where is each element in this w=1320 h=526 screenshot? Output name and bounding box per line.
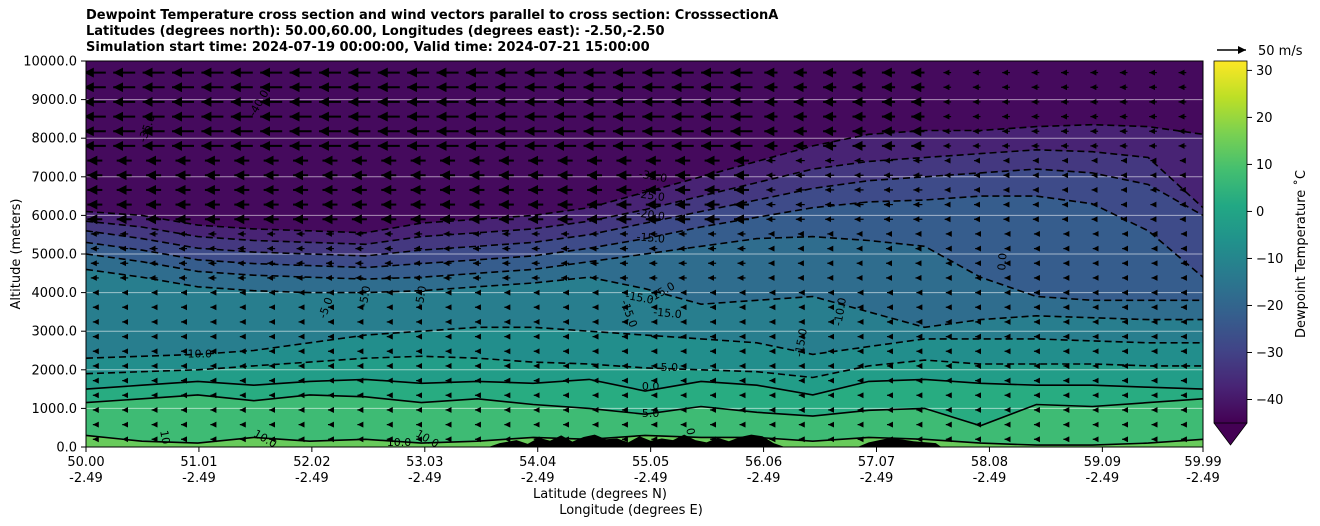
y-tick-label: 10000.0: [23, 55, 77, 70]
contour-label: 0.0: [642, 380, 660, 393]
contour-label: -35.0: [638, 167, 668, 185]
contour-label: 0: [683, 427, 697, 436]
colorbar-extend-frame: [1213, 422, 1248, 446]
y-axis: 0.0 1000.0 2000.0 3000.0 4000.0 5000.0 6000.0 7…: [23, 55, 86, 456]
colorbar-frame: [1213, 60, 1248, 424]
x-axis-label-secondary: Longitude (degrees E): [559, 503, 703, 518]
x-tick-label-lon: -2.49: [408, 471, 442, 486]
colorbar-tick-label: 30: [1256, 64, 1273, 79]
colorbar-tick-label: −40: [1256, 393, 1283, 408]
y-tick-label: 3000.0: [32, 325, 78, 340]
colorbar-ticks: 30 20 10 0 −10 −20 −30 −40: [1247, 64, 1283, 408]
colorbar-tick-label: 0: [1256, 205, 1264, 220]
x-tick-label-lat: 52.02: [293, 455, 330, 470]
contour-label: -10.0: [831, 297, 849, 327]
x-tick-label-lon: -2.49: [182, 471, 216, 486]
x-tick-label-lon: -2.49: [973, 471, 1007, 486]
contour-label: -15.0: [792, 328, 810, 358]
contour-label: -5.0: [357, 285, 374, 308]
y-tick-label: 1000.0: [32, 402, 78, 417]
contour-label: -10.0: [184, 347, 212, 360]
x-tick-label-lat: 59.09: [1084, 455, 1121, 470]
y-tick-label: 8000.0: [32, 132, 78, 147]
x-tick-label-lat: 56.06: [745, 455, 782, 470]
x-tick-label-lon: -2.49: [747, 471, 781, 486]
x-tick-label-lat: 51.01: [180, 455, 217, 470]
y-tick-label: 2000.0: [32, 363, 78, 378]
colorbar-tick-label: −30: [1256, 346, 1283, 361]
y-tick-label: 9000.0: [32, 93, 78, 108]
colorbar-label: Dewpoint Temperature ˚C: [1293, 170, 1309, 338]
y-tick-label: 6000.0: [32, 209, 78, 224]
contour-line-5: [86, 394, 1203, 427]
x-tick-label-lon: -2.49: [295, 471, 329, 486]
contour-label: 10: [157, 429, 172, 445]
y-tick-label: 4000.0: [32, 286, 78, 301]
colorbar-tick-label: 20: [1256, 111, 1273, 126]
chart-title-line-2: Latitudes (degrees north): 50.00,60.00, …: [86, 24, 665, 39]
colorbar-tick-label: −20: [1256, 299, 1283, 314]
x-tick-label-lat: 59.99: [1184, 455, 1221, 470]
contour-label: -20.0: [636, 206, 666, 223]
colorbar-scale: [1214, 61, 1247, 423]
x-tick-label-lon: -2.49: [1186, 471, 1220, 486]
x-axis-label: Latitude (degrees N): [533, 487, 667, 502]
x-tick-label-lon: -2.49: [69, 471, 103, 486]
x-tick-label-lat: 55.05: [632, 455, 669, 470]
y-tick-label: 7000.0: [32, 170, 78, 185]
contour-line--10: [86, 326, 1203, 359]
x-tick-label-lon: -2.49: [521, 471, 555, 486]
quiver-key: 50 m/s: [1217, 44, 1303, 59]
contour-label: -15.0: [636, 230, 665, 245]
chart-title-line-3: Simulation start time: 2024-07-19 00:00:…: [86, 40, 650, 55]
colorbar: 30 20 10 0 −10 −20 −30 −40 Dewpoint Temperature…: [1213, 60, 1309, 446]
x-tick-label-lon: -2.49: [860, 471, 894, 486]
terrain: [86, 434, 1203, 447]
x-tick-label-lat: 54.04: [519, 455, 556, 470]
x-tick-label-lat: 57.07: [858, 455, 895, 470]
contour-label: -15.0: [653, 306, 682, 321]
colorbar-extend-min: [1214, 423, 1247, 445]
contour-label: -5.0: [413, 285, 430, 308]
contour-label: -25.0: [636, 187, 666, 204]
contour-line-0: [86, 378, 1203, 396]
colorbar-tick-label: −10: [1256, 252, 1283, 267]
wind-vectors: [86, 67, 1187, 443]
y-axis-label: Altitude (meters): [9, 199, 24, 310]
contour-line--35: [86, 148, 1203, 246]
colorbar-tick-label: 10: [1256, 158, 1273, 173]
x-axis: 50.00-2.4951.01-2.4952.02-2.4953.03-2.49…: [67, 447, 1222, 486]
contour-label: 0.0: [995, 252, 1009, 271]
quiver-key-label: 50 m/s: [1258, 44, 1303, 59]
x-tick-label-lon: -2.49: [634, 471, 668, 486]
plot-area: -35.0-40.0-35.0-25.0-20.0-15.0-10.0-5.0-…: [85, 60, 1204, 449]
x-tick-label-lon: -2.49: [1086, 471, 1120, 486]
contour-label: -5.0: [657, 361, 678, 374]
contour-label: 5.0: [642, 407, 660, 420]
y-tick-label: 0.0: [56, 441, 77, 456]
contour-line--30: [86, 168, 1203, 257]
contour-label: 10.0: [387, 436, 412, 449]
x-tick-label-lat: 50.00: [67, 455, 104, 470]
contour-line--40: [86, 123, 1203, 234]
x-tick-label-lat: 58.08: [971, 455, 1008, 470]
contour-label: -15.0: [624, 289, 654, 307]
y-tick-label: 5000.0: [32, 248, 78, 263]
x-tick-label-lat: 53.03: [406, 455, 443, 470]
chart-title-line-1: Dewpoint Temperature cross section and w…: [86, 8, 779, 23]
terrain-silhouette: [86, 434, 1203, 447]
